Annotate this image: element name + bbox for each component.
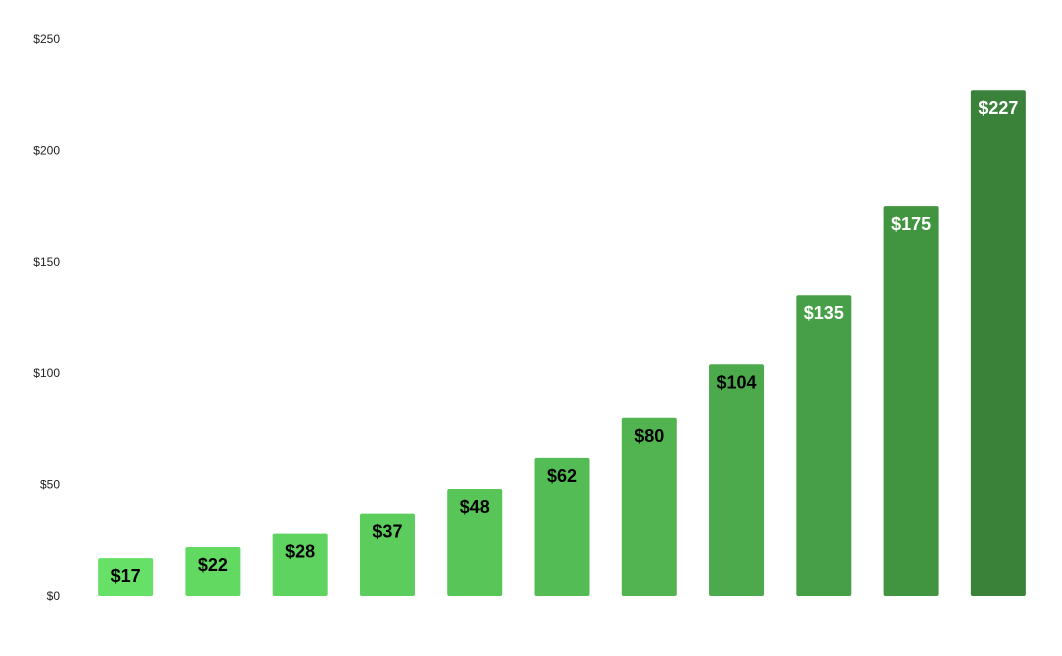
y-tick-label: $100 bbox=[33, 366, 60, 380]
bar bbox=[970, 90, 1026, 596]
bar-value-label: $227 bbox=[978, 98, 1018, 118]
bar-value-label: $22 bbox=[198, 555, 228, 575]
bar bbox=[447, 489, 503, 596]
bar bbox=[883, 206, 939, 596]
bar-value-label: $48 bbox=[460, 497, 490, 517]
bar-value-label: $80 bbox=[634, 426, 664, 446]
bar bbox=[185, 546, 241, 596]
bar bbox=[796, 295, 852, 596]
bar bbox=[98, 558, 154, 596]
y-tick-label: $150 bbox=[33, 255, 60, 269]
bar-value-label: $104 bbox=[717, 372, 757, 392]
bar-value-label: $37 bbox=[372, 522, 402, 542]
bar-value-label: $135 bbox=[804, 303, 844, 323]
y-tick-label: $50 bbox=[40, 478, 60, 492]
bar bbox=[709, 364, 765, 596]
bar bbox=[359, 513, 415, 596]
y-tick-label: $200 bbox=[33, 143, 60, 157]
y-tick-label: $0 bbox=[47, 589, 61, 603]
bar-value-label: $28 bbox=[285, 542, 315, 562]
data-labels: $17 $22 $28 $37 $48 $62 $80 $104 $135 $175 $227 bbox=[111, 98, 1019, 586]
bar bbox=[621, 417, 677, 596]
bar bbox=[272, 533, 328, 596]
bar bbox=[534, 457, 590, 596]
bar-value-label: $62 bbox=[547, 466, 577, 486]
y-axis: $0 $50 $100 $150 $200 $250 bbox=[33, 32, 60, 603]
bar-value-label: $175 bbox=[891, 214, 931, 234]
bar-value-label: $17 bbox=[111, 566, 141, 586]
bars bbox=[98, 90, 1026, 596]
y-tick-label: $250 bbox=[33, 32, 60, 46]
